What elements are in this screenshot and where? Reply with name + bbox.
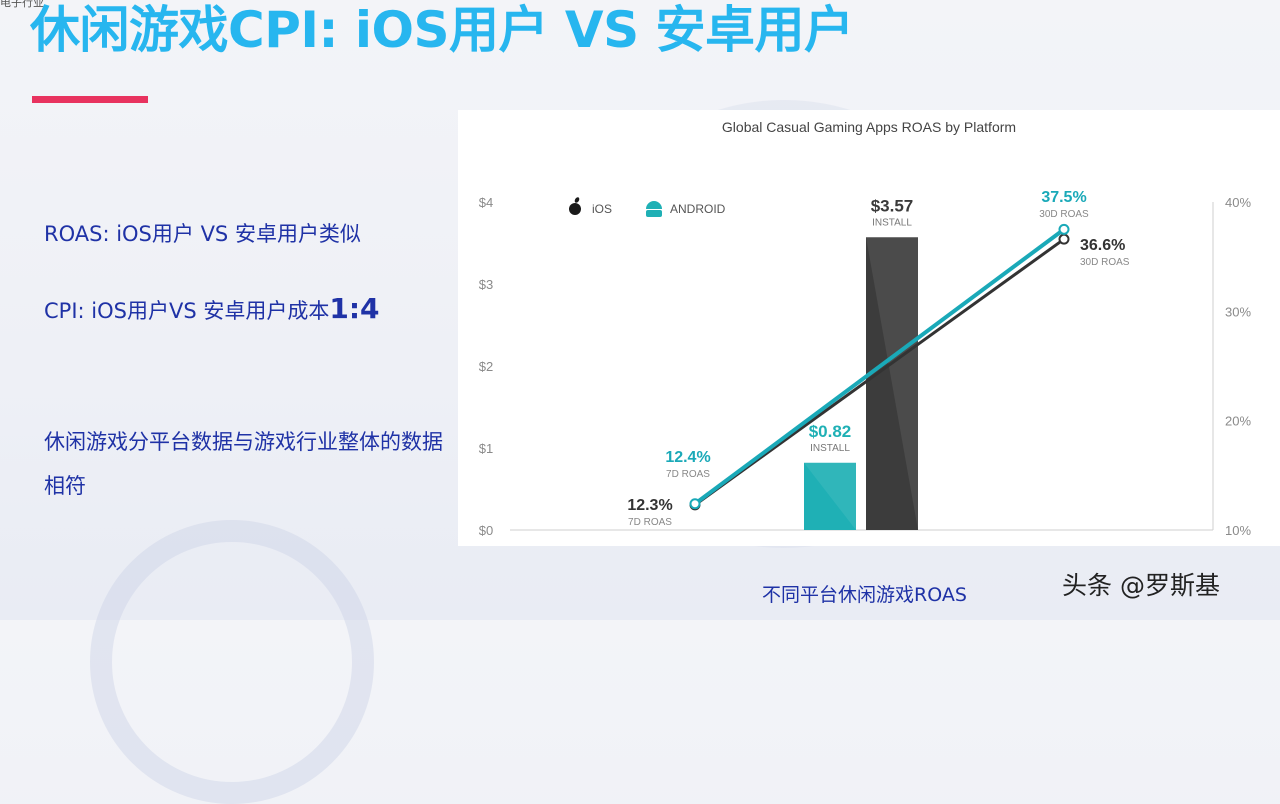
bar-ios	[866, 237, 918, 530]
legend-label: ANDROID	[670, 202, 726, 216]
line-value-label: 12.4%	[665, 449, 710, 466]
cpi-ratio: 1:4	[329, 292, 380, 325]
background-arc	[90, 520, 374, 804]
cpi-point: CPI: iOS用户VS 安卓用户成本1:4	[44, 292, 380, 325]
title-underline	[32, 96, 148, 103]
roas-point: ROAS: iOS用户 VS 安卓用户类似	[44, 222, 361, 246]
bar-value-label: $0.82	[809, 422, 852, 441]
line-sublabel: 7D ROAS	[666, 469, 710, 480]
y-left-tick-label: $4	[479, 195, 493, 210]
y-right-tick-label: 40%	[1225, 195, 1251, 210]
y-left-tick-label: $0	[479, 523, 493, 538]
roas-chart: Global Casual Gaming Apps ROAS by Platfo…	[479, 119, 1252, 538]
y-right-tick-label: 30%	[1225, 304, 1251, 319]
bar-android	[804, 462, 856, 530]
android-icon	[646, 201, 662, 217]
slide-title: 休闲游戏CPI: iOS用户 VS 安卓用户	[30, 1, 854, 59]
chart-caption: 不同平台休闲游戏ROAS	[762, 584, 967, 606]
y-left-tick-label: $2	[479, 359, 493, 374]
line-point	[689, 498, 701, 510]
line-point	[1058, 233, 1070, 245]
line-value-label: 37.5%	[1041, 189, 1086, 206]
legend-label: iOS	[592, 202, 612, 216]
y-right-tick-label: 20%	[1225, 414, 1251, 429]
bar-shade	[866, 237, 918, 530]
source-watermark: 头条 @罗斯基	[1062, 571, 1220, 600]
bar-shade	[804, 462, 856, 530]
line-sublabel: 7D ROAS	[628, 517, 672, 528]
line-sublabel: 30D ROAS	[1080, 257, 1130, 268]
chart-title: Global Casual Gaming Apps ROAS by Platfo…	[722, 119, 1016, 135]
bar-sublabel: INSTALL	[872, 217, 912, 228]
y-left-tick-label: $3	[479, 277, 493, 292]
apple-icon	[569, 197, 581, 215]
y-right-tick-label: 10%	[1225, 523, 1251, 538]
cpi-text: CPI: iOS用户VS 安卓用户成本	[44, 299, 330, 323]
line-ios	[694, 237, 1065, 507]
line-sublabel: 30D ROAS	[1039, 209, 1089, 220]
summary-point: 休闲游戏分平台数据与游戏行业整体的数据相符	[44, 430, 443, 498]
y-left-tick-label: $1	[479, 441, 493, 456]
bar-value-label: $3.57	[871, 196, 914, 215]
line-point	[1058, 223, 1070, 235]
bar-sublabel: INSTALL	[810, 443, 850, 454]
line-android	[693, 227, 1066, 506]
line-value-label: 12.3%	[627, 497, 672, 514]
corner-label: 电子行业	[0, 0, 44, 9]
line-value-label: 36.6%	[1080, 237, 1125, 254]
chart-panel: Global Casual Gaming Apps ROAS by Platfo…	[458, 110, 1280, 546]
